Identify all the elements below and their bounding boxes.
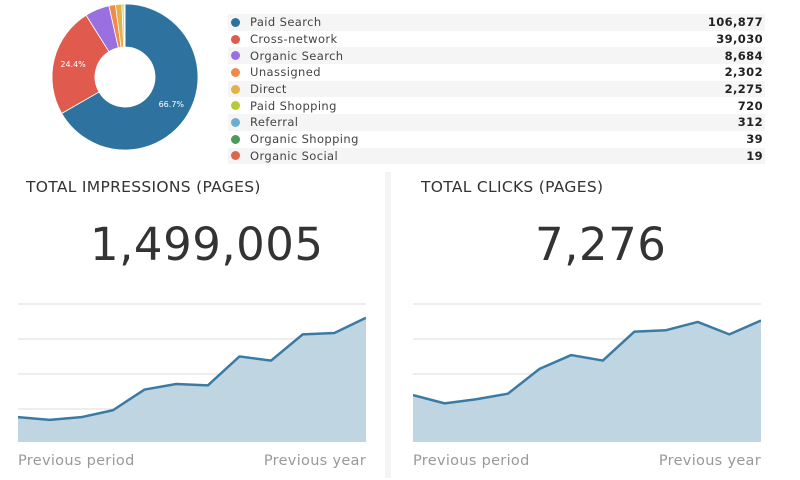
legend-label: Paid Search	[250, 15, 322, 30]
clicks-start-label: Previous period	[413, 453, 530, 469]
legend-item-organic-shopping[interactable]: Organic Shopping 39	[228, 131, 765, 148]
impressions-area-chart	[18, 303, 366, 442]
donut-slice-cross-network	[51, 14, 110, 114]
legend-dot-icon	[231, 134, 240, 144]
legend-label: Direct	[250, 82, 287, 97]
area-line	[413, 319, 761, 405]
legend-label: Organic Search	[250, 48, 344, 63]
legend-label: Unassigned	[250, 65, 321, 80]
legend-dot-icon	[231, 67, 240, 77]
legend-dot-icon	[231, 117, 240, 127]
legend-label: Cross-network	[250, 32, 338, 47]
clicks-end-label: Previous year	[658, 453, 761, 469]
donut-slice-label: 24.4%	[60, 60, 86, 69]
legend-label: Organic Social	[250, 148, 339, 163]
legend-item-paid-search[interactable]: Paid Search 106,877	[228, 14, 765, 31]
legend-label: Paid Shopping	[250, 98, 337, 113]
legend-value: 39	[746, 132, 763, 147]
legend-item-organic-search[interactable]: Organic Search 8,684	[228, 47, 765, 65]
legend-value: 39,030	[716, 32, 763, 47]
legend-value: 2,302	[724, 65, 763, 80]
legend-value: 312	[737, 115, 763, 130]
legend-item-cross-network[interactable]: Cross-network 39,030	[228, 31, 765, 48]
legend-item-referral[interactable]: Referral 312	[228, 114, 765, 131]
impressions-end-label: Previous year	[263, 453, 366, 469]
legend-value: 19	[746, 148, 763, 163]
legend-item-organic-social[interactable]: Organic Social 19	[228, 147, 765, 165]
legend-item-unassigned[interactable]: Unassigned 2,302	[228, 64, 765, 81]
donut-slice-label: 66.7%	[159, 100, 185, 109]
area-line	[18, 316, 366, 422]
legend-value: 2,275	[724, 82, 763, 97]
traffic-donut-chart: 66.7% 24.4%	[51, 3, 199, 151]
legend-dot-icon	[231, 34, 240, 44]
legend-dot-icon	[231, 51, 240, 61]
legend-label: Referral	[250, 115, 299, 130]
legend-label: Organic Shopping	[250, 132, 359, 147]
area-fill	[413, 320, 761, 442]
legend-item-paid-shopping[interactable]: Paid Shopping 720	[228, 97, 765, 114]
legend-value: 8,684	[724, 48, 763, 63]
legend-item-direct[interactable]: Direct 2,275	[228, 80, 765, 98]
legend-dot-icon	[231, 17, 240, 27]
donut-slice-paid-search	[61, 3, 199, 151]
panel-divider	[385, 172, 391, 478]
impressions-total: 1,499,005	[90, 218, 324, 271]
area-fill	[18, 317, 366, 442]
impressions-panel: TOTAL IMPRESSIONS (PAGES) 1,499,005 Prev…	[18, 170, 366, 476]
legend-dot-icon	[231, 151, 240, 161]
impressions-start-label: Previous period	[18, 453, 135, 469]
clicks-panel: TOTAL CLICKS (PAGES) 7,276 Previous peri…	[413, 170, 761, 476]
legend-dot-icon	[231, 101, 240, 111]
impressions-title: TOTAL IMPRESSIONS (PAGES)	[26, 178, 261, 196]
traffic-legend: Paid Search 106,877 Cross-network 39,030 Org…	[228, 14, 765, 165]
legend-value: 106,877	[707, 15, 763, 30]
legend-dot-icon	[231, 84, 240, 94]
clicks-area-chart	[413, 303, 761, 442]
clicks-title: TOTAL CLICKS (PAGES)	[421, 178, 604, 196]
clicks-total: 7,276	[535, 218, 667, 271]
legend-value: 720	[737, 98, 763, 113]
